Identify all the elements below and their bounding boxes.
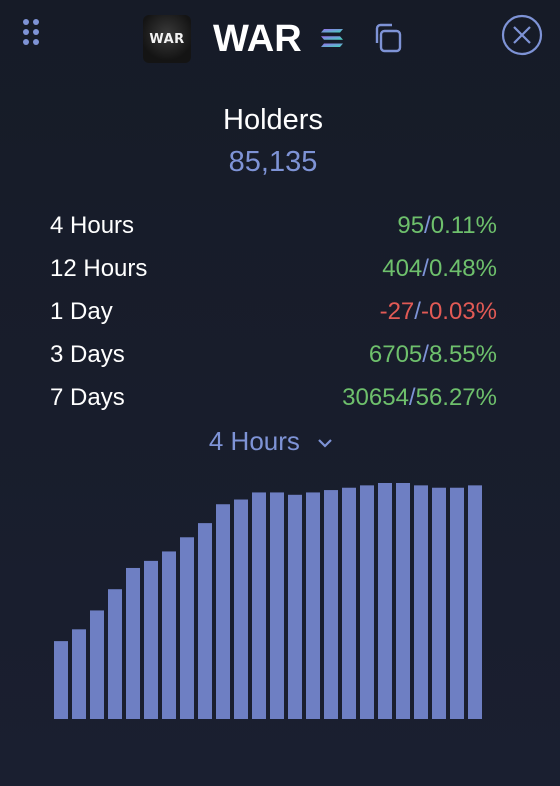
chart-bar	[468, 485, 482, 719]
stat-percent: 0.48%	[428, 254, 497, 282]
interval-selected: 4 Hours	[208, 426, 300, 456]
stat-value: 6705/8.55%	[369, 341, 497, 369]
chart-bar	[306, 492, 320, 719]
chart-bar	[54, 641, 68, 719]
stat-separator: /	[424, 211, 431, 239]
stat-value: 404/0.48%	[382, 255, 497, 283]
stat-separator: /	[408, 383, 416, 411]
stat-separator: /	[422, 254, 429, 282]
stat-change: -27	[379, 297, 415, 325]
token-name: WAR	[213, 18, 302, 60]
stat-percent: 8.55%	[428, 340, 497, 368]
stat-change: 95	[397, 211, 425, 239]
stat-separator: /	[414, 297, 421, 325]
stat-separator: /	[422, 340, 429, 368]
stat-change: 30654	[342, 383, 409, 411]
holder-change-list: 4 Hours 95/0.11% 12 Hours 404/0.48% 1 Da…	[50, 204, 497, 419]
header: WAR WAR	[0, 0, 560, 80]
chart-bar	[450, 487, 464, 719]
chart-bar	[108, 589, 122, 719]
holders-count: 85,135	[228, 146, 318, 178]
chart-bar	[288, 494, 302, 719]
stat-percent: 0.11%	[430, 211, 497, 239]
stat-percent: 56.27%	[415, 383, 497, 411]
stat-percent: -0.03%	[420, 297, 497, 325]
chart-bar	[270, 492, 284, 719]
stat-change: 6705	[368, 340, 423, 368]
chart-bar	[324, 490, 338, 719]
chart-bar	[144, 560, 158, 719]
solana-icon	[321, 29, 343, 47]
interval-dropdown[interactable]: 4 Hours	[0, 426, 542, 457]
chart-bar	[234, 499, 248, 719]
stat-row-3d: 3 Days 6705/8.55%	[50, 333, 497, 376]
chart-bar	[198, 523, 212, 719]
stat-value: 30654/56.27%	[342, 384, 497, 412]
stat-label: 7 Days	[50, 383, 125, 411]
token-logo-text: WAR	[149, 31, 185, 47]
chart-bar	[180, 537, 194, 719]
close-icon[interactable]	[501, 14, 543, 56]
chart-bar	[432, 487, 446, 719]
drag-handle-icon[interactable]	[23, 19, 43, 49]
holders-bar-chart	[54, 483, 482, 719]
chevron-down-icon	[318, 439, 332, 448]
chart-bar	[90, 610, 104, 719]
chart-bar	[252, 492, 266, 719]
chart-bar	[126, 567, 140, 719]
stat-label: 3 Days	[50, 340, 125, 368]
stat-value: -27/-0.03%	[380, 298, 497, 326]
stat-row-7d: 7 Days 30654/56.27%	[50, 376, 497, 419]
stat-change: 404	[382, 254, 423, 282]
token-logo: WAR	[143, 15, 191, 63]
stat-label: 12 Hours	[50, 254, 148, 282]
stat-value: 95/0.11%	[397, 212, 497, 240]
chart-bar	[396, 483, 410, 719]
chart-bar	[414, 485, 428, 719]
chart-bar	[162, 551, 176, 719]
chart-bar	[216, 504, 230, 719]
stat-label: 1 Day	[50, 297, 113, 325]
stat-row-1d: 1 Day -27/-0.03%	[50, 290, 497, 333]
chart-bar	[378, 483, 392, 719]
copy-icon[interactable]	[371, 22, 403, 54]
stat-row-12h: 12 Hours 404/0.48%	[50, 247, 497, 290]
chart-bar	[72, 629, 86, 719]
chart-bar	[342, 487, 356, 719]
stat-label: 4 Hours	[50, 211, 135, 239]
holders-title: Holders	[223, 104, 323, 136]
chart-bar	[360, 485, 374, 719]
stat-row-4h: 4 Hours 95/0.11%	[50, 204, 497, 247]
